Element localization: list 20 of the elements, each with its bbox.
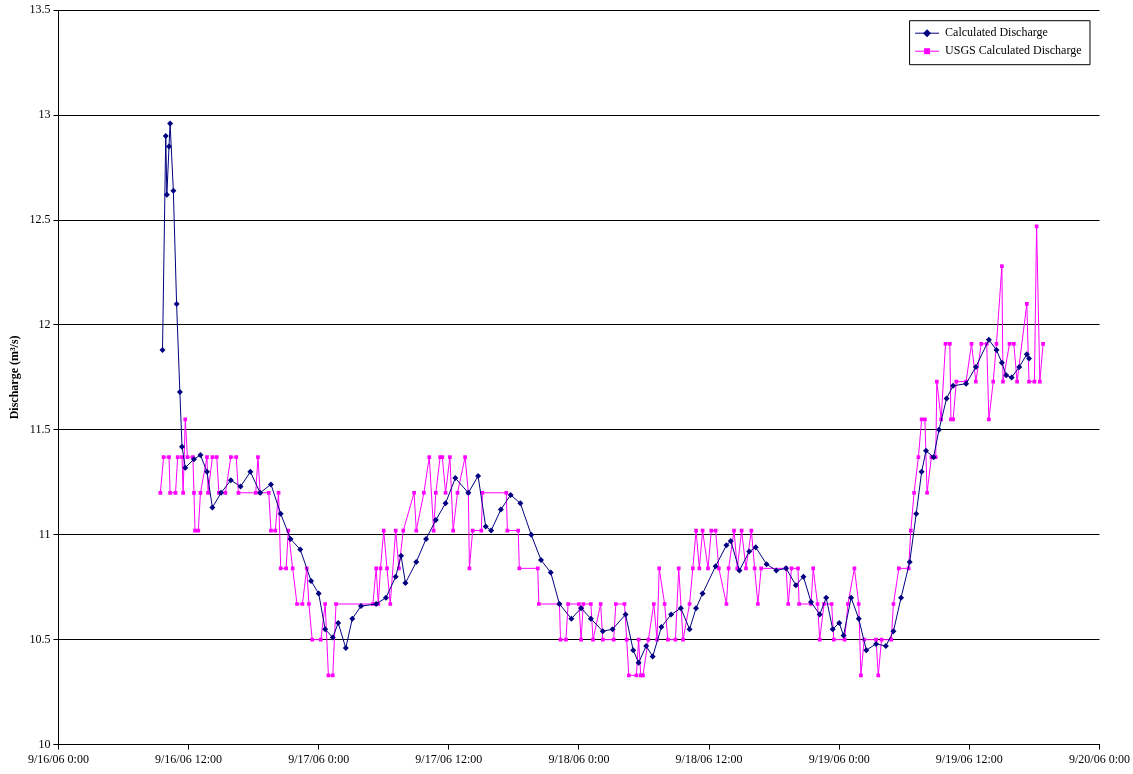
x-tick-label: 9/17/06 0:00 [288, 751, 350, 766]
y-tick-label: 12.5 [29, 212, 51, 227]
x-tick-label: 9/17/06 12:00 [415, 751, 483, 766]
x-tick-label: 9/20/06 0:00 [1068, 751, 1131, 766]
y-tick-label: 13.5 [29, 2, 51, 17]
x-tick-label: 9/19/06 0:00 [808, 751, 870, 766]
y-tick-label: 10 [38, 736, 51, 751]
y-tick-label: 12 [38, 317, 51, 332]
x-tick-label: 9/18/06 0:00 [548, 751, 610, 766]
x-tick-label: 9/18/06 12:00 [675, 751, 743, 766]
x-tick-label: 9/16/06 12:00 [155, 751, 223, 766]
y-tick-label: 11.5 [29, 422, 51, 437]
y-tick-label: 11 [38, 526, 51, 541]
y-axis-title: Discharge (m³/s) [7, 335, 22, 420]
y-tick-label: 13 [38, 107, 51, 122]
x-tick-label: 9/16/06 0:00 [27, 751, 89, 766]
legend-label: Calculated Discharge [945, 25, 1048, 40]
x-tick-label: 9/19/06 12:00 [935, 751, 1003, 766]
legend-label: USGS Calculated Discharge [945, 43, 1082, 58]
y-tick-label: 10.5 [29, 631, 51, 646]
